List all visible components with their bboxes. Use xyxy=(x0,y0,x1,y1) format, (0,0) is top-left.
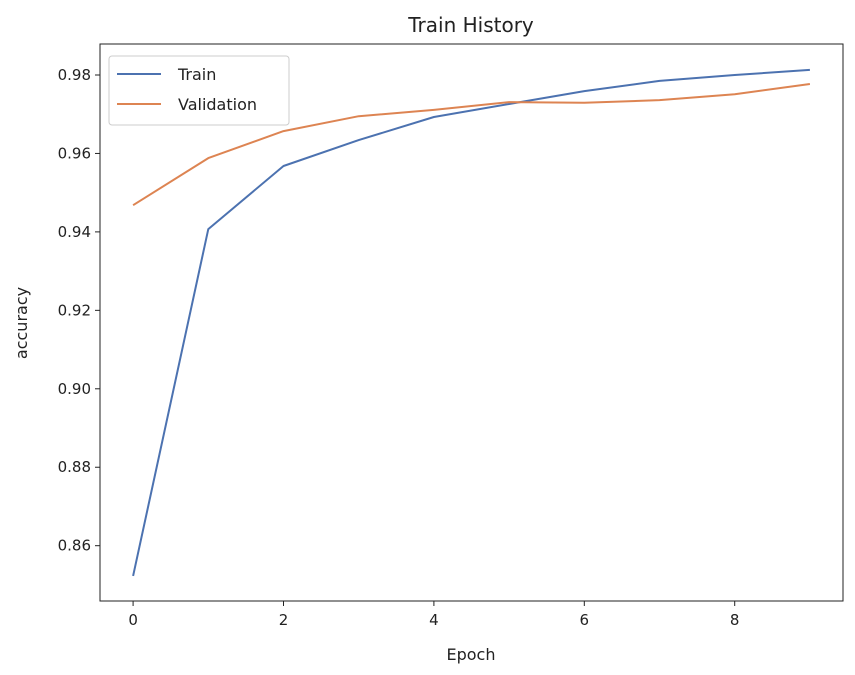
y-tick-label: 0.90 xyxy=(58,380,91,398)
y-tick-label: 0.98 xyxy=(58,66,91,84)
y-tick-label: 0.86 xyxy=(58,537,91,555)
x-tick-label: 8 xyxy=(730,611,740,629)
x-tick-label: 0 xyxy=(128,611,138,629)
x-tick-label: 6 xyxy=(580,611,590,629)
legend-label-validation: Validation xyxy=(178,95,257,114)
y-axis-label: accuracy xyxy=(12,287,31,359)
x-axis-label: Epoch xyxy=(447,645,496,664)
plot-frame xyxy=(99,43,844,602)
y-tick-label: 0.96 xyxy=(58,144,91,162)
chart-title: Train History xyxy=(407,13,534,37)
x-tick-label: 4 xyxy=(429,611,439,629)
y-tick-label: 0.88 xyxy=(58,458,91,476)
x-tick-label: 2 xyxy=(279,611,289,629)
series-line-validation xyxy=(132,83,811,207)
series-line-train xyxy=(132,68,810,577)
legend-label-train: Train xyxy=(177,65,216,84)
y-tick-label: 0.94 xyxy=(58,223,91,241)
y-tick-label: 0.92 xyxy=(58,301,91,319)
legend: Train Validation xyxy=(108,55,290,126)
